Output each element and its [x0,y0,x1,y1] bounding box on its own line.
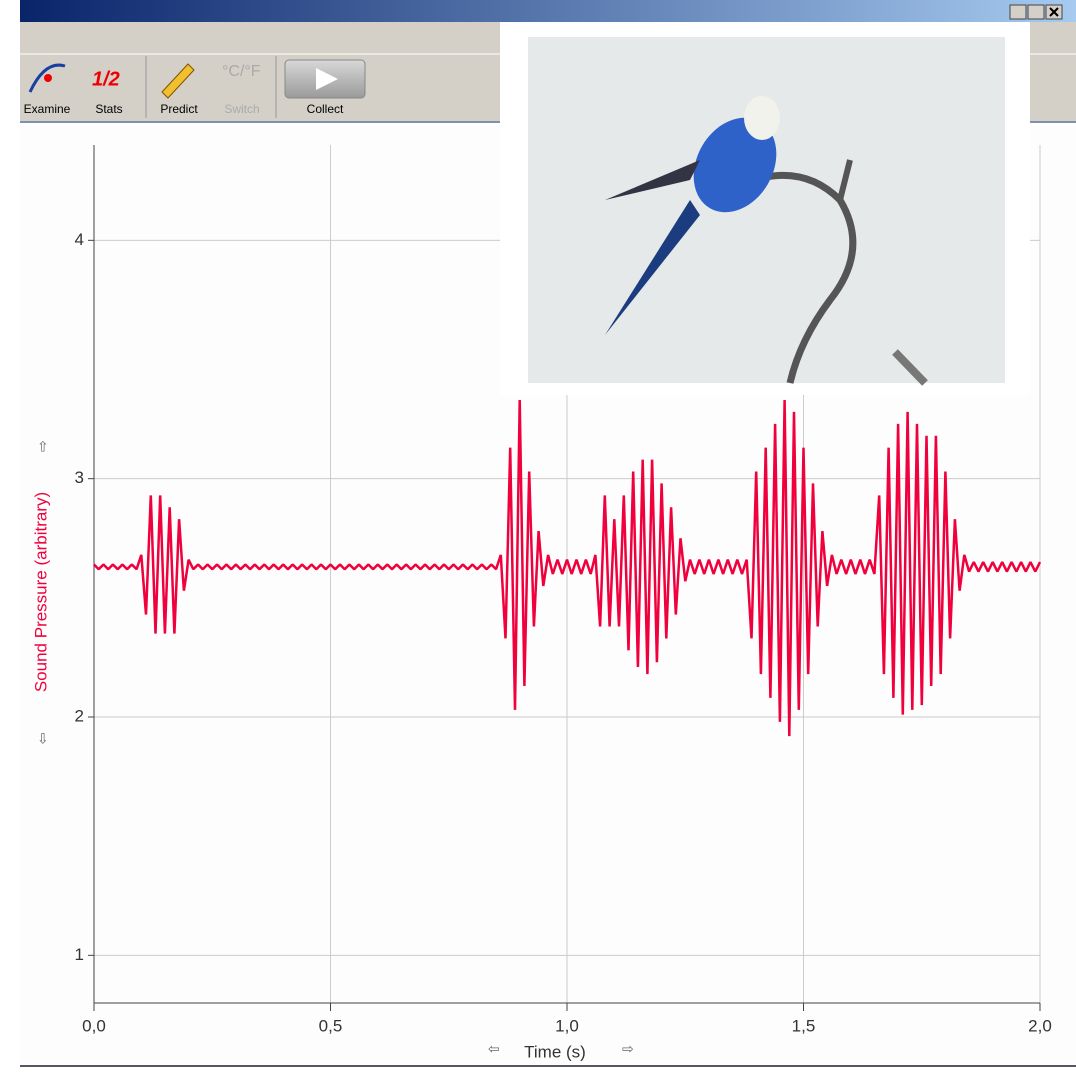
examine-icon [44,74,52,82]
y-tick-label: 2 [75,706,84,725]
screen: 1/2 °C/°F 1 2 3 4 0,0 0,5 1,0 1,5 2,0 Examine Sta… [0,0,1076,1075]
toolbar-button-label[interactable]: Predict [160,102,198,116]
scale-left-arrow[interactable]: ⇦ [488,1041,500,1057]
x-tick-label: 0,0 [82,1016,106,1035]
x-tick-label: 2,0 [1028,1016,1052,1035]
y-tick-label: 1 [75,945,84,964]
x-tick-label: 1,5 [792,1016,816,1035]
scale-down-arrow[interactable]: ⇩ [37,731,49,747]
toolbar-button-label[interactable]: Stats [95,102,122,116]
toolbar-button-label[interactable]: Switch [224,102,259,116]
photo-overlay [500,22,1030,395]
scale-right-arrow[interactable]: ⇨ [622,1041,634,1057]
x-axis-title: Time (s) [524,1042,586,1061]
scale-up-arrow[interactable]: ⇧ [37,439,49,455]
switch-icon: °C/°F [222,63,261,80]
toolbar-button-label[interactable]: Examine [24,102,71,116]
x-tick-label: 1,0 [555,1016,579,1035]
app-window: 1/2 °C/°F 1 2 3 4 0,0 0,5 1,0 1,5 2,0 Examine Sta… [0,0,1076,1075]
stats-icon: 1/2 [92,68,120,90]
minimize-button[interactable] [1010,5,1026,19]
photo [528,37,1005,383]
restore-button[interactable] [1028,5,1044,19]
y-tick-label: 4 [75,230,84,249]
y-tick-label: 3 [75,468,84,487]
x-tick-label: 0,5 [319,1016,343,1035]
parakeet-head [744,96,780,140]
y-axis-title: Sound Pressure (arbitrary) [31,492,50,692]
title-bar [20,0,1076,22]
toolbar-button-label[interactable]: Collect [307,102,344,116]
